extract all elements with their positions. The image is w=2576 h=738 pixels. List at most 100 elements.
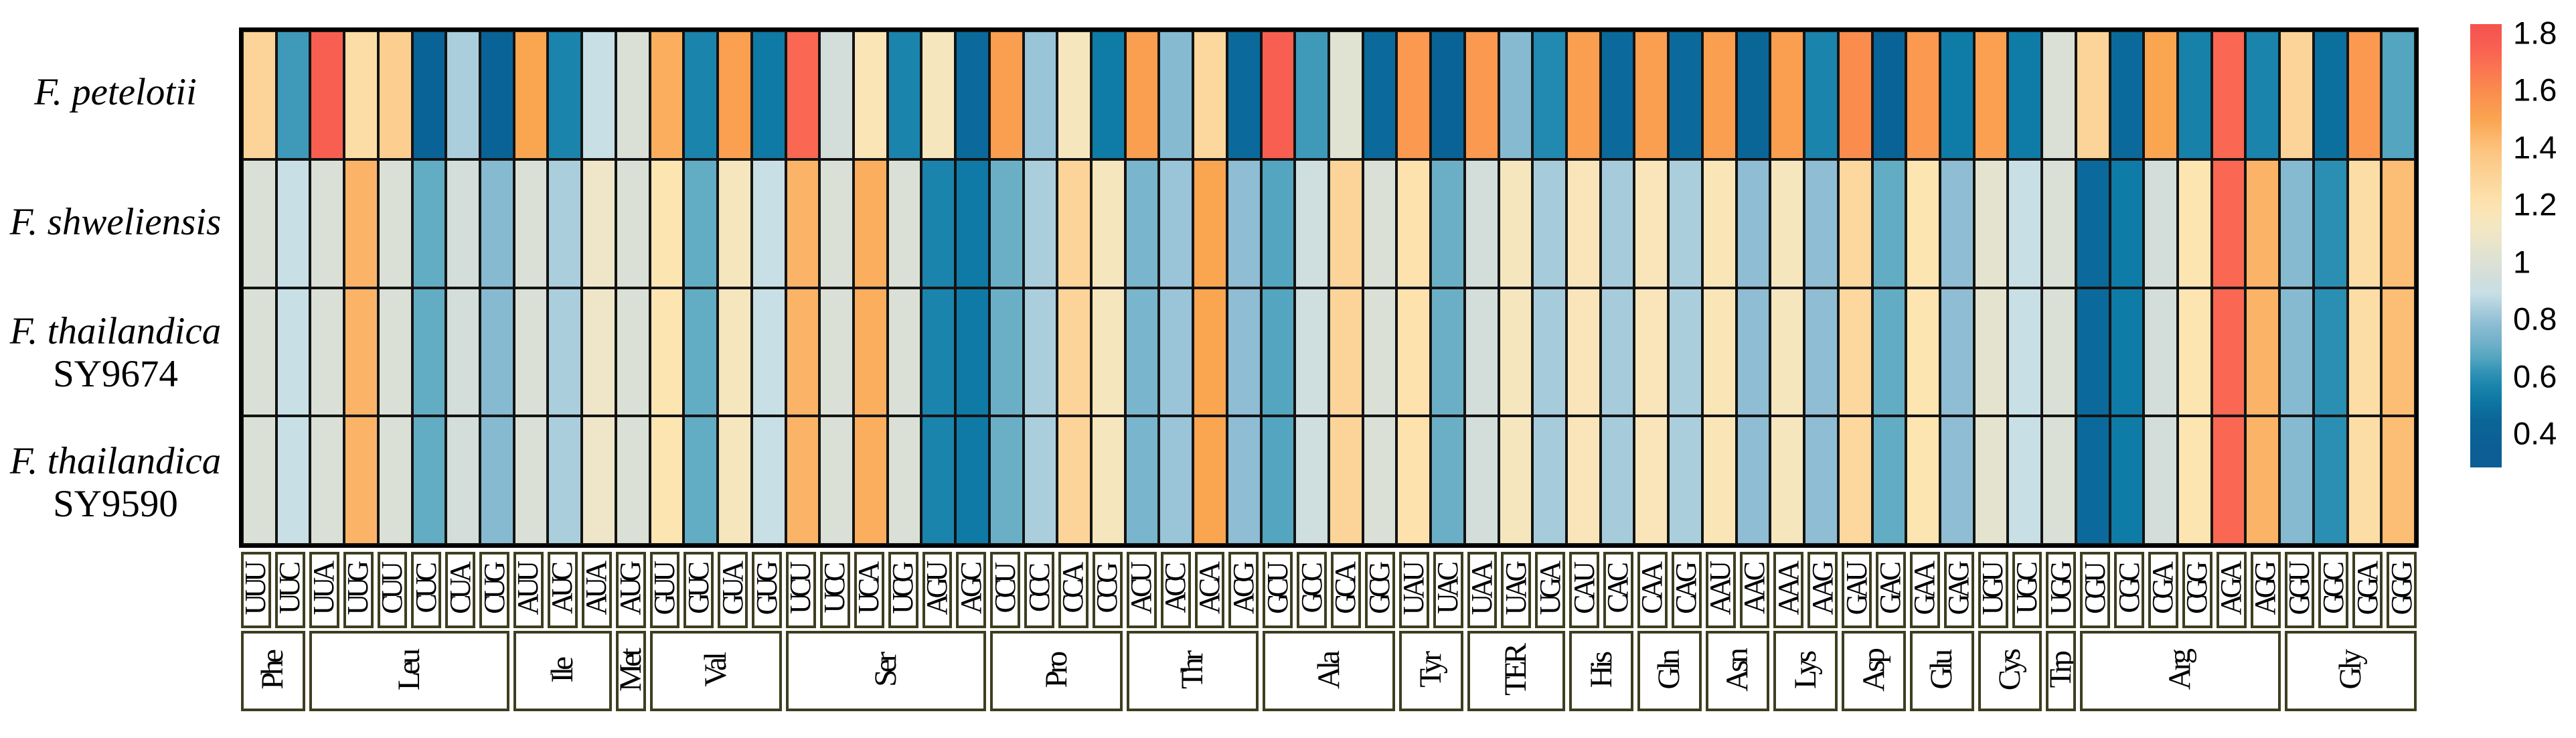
- amino-acid-box: Gly: [2284, 631, 2417, 711]
- codon-label-box: CCU: [990, 552, 1021, 628]
- codon-label: GAG: [1943, 565, 1974, 615]
- heatmap-cell: [683, 159, 718, 288]
- heatmap-cell: [1396, 287, 1431, 417]
- heatmap-cell: [1804, 31, 1838, 159]
- heatmap-cell: [2109, 416, 2144, 544]
- heatmap-cell: [2313, 287, 2348, 417]
- heatmap-cell: [1634, 416, 1669, 544]
- codon-label-box: GCC: [1297, 552, 1327, 628]
- heatmap-cell: [1872, 416, 1907, 544]
- heatmap-cell: [2381, 159, 2415, 288]
- heatmap-cell: [2144, 159, 2178, 288]
- heatmap-cell: [718, 287, 752, 417]
- heatmap-cell: [548, 31, 582, 159]
- heatmap-cell: [242, 416, 276, 544]
- heatmap-cell: [548, 287, 582, 417]
- codon-label: AUA: [581, 565, 612, 615]
- codon-label: GGA: [2352, 565, 2383, 615]
- heatmap-cell: [1091, 159, 1125, 288]
- amino-acid-label: Lys: [1787, 653, 1823, 689]
- amino-acid-label: Arg: [2162, 652, 2198, 690]
- heatmap-cell: [242, 287, 276, 417]
- codon-label-box: CUG: [479, 552, 509, 628]
- heatmap-cell: [2381, 416, 2415, 544]
- heatmap-cell: [2075, 31, 2110, 159]
- codon-label-box: UCU: [786, 552, 816, 628]
- heatmap-cell: [1668, 31, 1702, 159]
- heatmap-cell: [513, 287, 548, 417]
- heatmap-cell: [1159, 159, 1194, 288]
- amino-acid-label: Gly: [2332, 652, 2368, 690]
- codon-label-box: AAU: [1705, 552, 1736, 628]
- heatmap-cell: [1464, 31, 1499, 159]
- heatmap-cell: [1974, 287, 2008, 417]
- amino-acid-label: Val: [698, 655, 733, 687]
- codon-label: AGA: [2216, 565, 2247, 615]
- heatmap-cell: [1702, 416, 1737, 544]
- heatmap-cell: [1939, 31, 1974, 159]
- amino-acid-label: Thr: [1175, 653, 1210, 689]
- heatmap-cell: [718, 159, 752, 288]
- heatmap-cell: [1193, 416, 1227, 544]
- codon-label-box: AGA: [2216, 552, 2247, 628]
- heatmap-cell: [1295, 31, 1329, 159]
- heatmap-cell: [1566, 287, 1601, 417]
- codon-label-box: CAU: [1569, 552, 1599, 628]
- heatmap-cell: [1702, 159, 1737, 288]
- heatmap-cell: [1872, 287, 1907, 417]
- amino-acid-label: Tyr: [1413, 654, 1449, 688]
- codon-label-box: UCG: [888, 552, 918, 628]
- heatmap-cell: [853, 159, 888, 288]
- heatmap-cell: [1668, 159, 1702, 288]
- heatmap-cell: [582, 416, 616, 544]
- heatmap-cell: [2008, 159, 2042, 288]
- codon-label-box: CGC: [2114, 552, 2144, 628]
- codon-label: UGA: [1535, 565, 1566, 615]
- codon-label-box: AUC: [547, 552, 578, 628]
- heatmap-cell: [649, 159, 684, 288]
- codon-label: CAG: [1671, 566, 1702, 614]
- amino-acid-box: Ala: [1263, 631, 1395, 711]
- codon-label: AAU: [1705, 565, 1736, 615]
- heatmap-cell: [1600, 159, 1635, 288]
- codon-label: CCA: [1058, 567, 1089, 613]
- heatmap-cell: [751, 159, 786, 288]
- heatmap-cell: [276, 287, 311, 417]
- heatmap-cell: [1532, 416, 1567, 544]
- codon-label: AAA: [1773, 565, 1804, 615]
- codon-label-box: ACU: [1126, 552, 1157, 628]
- heatmap-cell: [1736, 159, 1771, 288]
- codon-label-box: CUA: [445, 552, 476, 628]
- heatmap-cell: [1396, 31, 1431, 159]
- species-label: F. thailandica SY9590: [0, 418, 231, 548]
- species-label-line: F. shweliensis: [9, 201, 222, 244]
- amino-acid-label: Ile: [544, 659, 580, 683]
- heatmap-cell: [1193, 31, 1227, 159]
- heatmap-cell: [1091, 416, 1125, 544]
- species-label: F. thailandica SY9674: [0, 288, 231, 418]
- heatmap-cell: [480, 159, 514, 288]
- heatmap-cell: [2279, 31, 2314, 159]
- heatmap-cell: [989, 31, 1024, 159]
- heatmap-cell: [582, 31, 616, 159]
- species-label-line: F. thailandica: [9, 440, 222, 483]
- heatmap-cell: [2347, 416, 2382, 544]
- heatmap-cell: [1770, 287, 1805, 417]
- codon-label: GAC: [1876, 566, 1906, 614]
- colorbar-tick-label: 1.8: [2513, 15, 2557, 51]
- heatmap-cell: [378, 416, 412, 544]
- heatmap-cell: [446, 416, 481, 544]
- codon-label: GCA: [1331, 566, 1361, 614]
- codon-label-box: AUA: [581, 552, 612, 628]
- amino-acid-box: TER: [1467, 631, 1566, 711]
- heatmap-cell: [1974, 159, 2008, 288]
- codon-label-box: UCA: [854, 552, 884, 628]
- codon-label-box: ACC: [1160, 552, 1191, 628]
- heatmap-cell: [310, 159, 345, 288]
- codon-label: CAU: [1569, 566, 1599, 614]
- heatmap-cell: [2381, 31, 2415, 159]
- amino-acid-box: Pro: [990, 631, 1123, 711]
- heatmap-cell: [2177, 159, 2212, 288]
- codon-label: UCA: [854, 566, 884, 614]
- heatmap-cell: [1498, 416, 1533, 544]
